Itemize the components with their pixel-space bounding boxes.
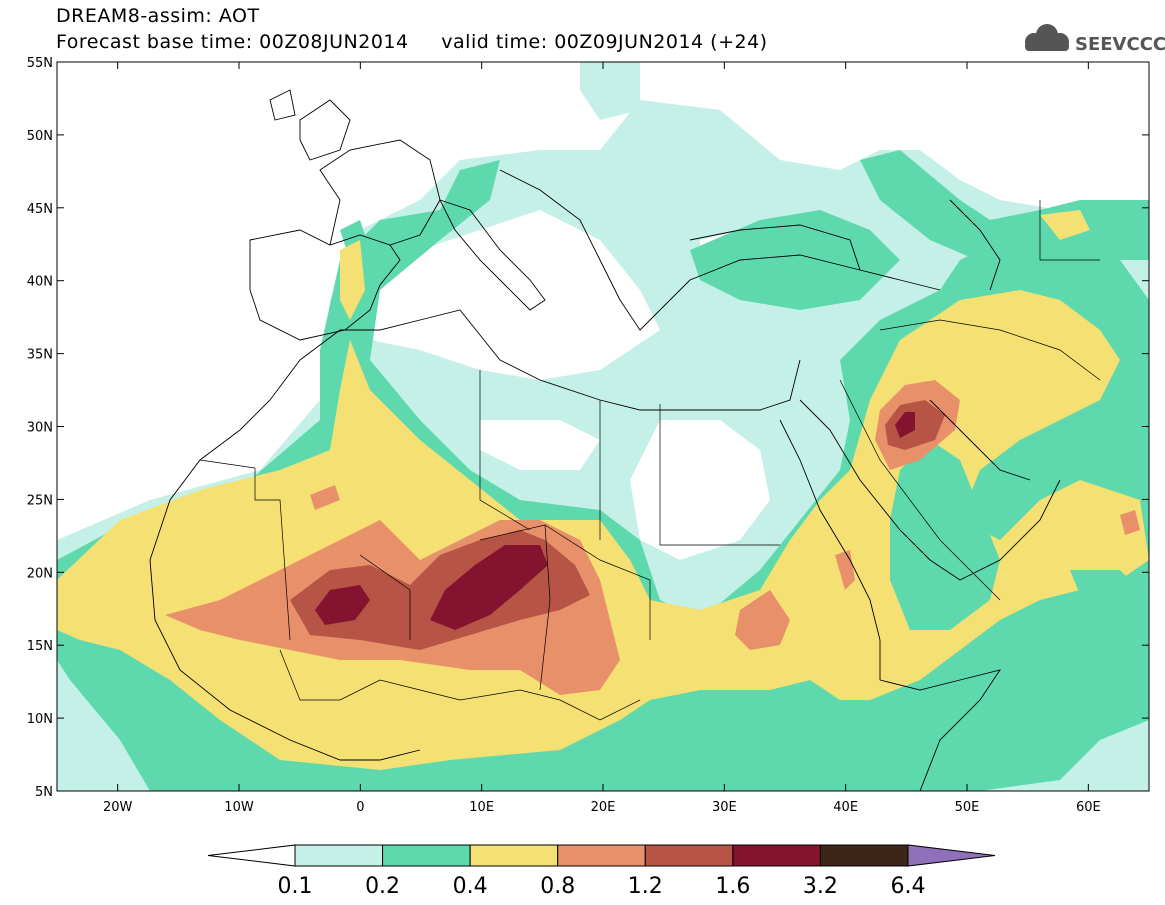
colorbar-swatch: [819, 844, 909, 867]
lon-tick-label: 0: [356, 800, 364, 815]
lon-tick-label: 30E: [712, 800, 737, 815]
colorbar-under-arrow: [207, 844, 296, 867]
colorbar-label: 6.4: [891, 874, 926, 899]
colorbar-label: 1.6: [715, 874, 750, 899]
logo-text: SEEVCCC: [1075, 34, 1165, 55]
latitude-axis: 55N 50N 45N 40N 35N 30N 25N 20N 15N 10N 5N: [27, 56, 1149, 800]
colorbar: 0.1 0.2 0.4 0.8 1.2 1.6 3.2 6.4: [207, 844, 996, 899]
colorbar-swatch: [469, 844, 559, 867]
lat-tick-label: 5N: [35, 785, 53, 800]
lat-tick-label: 55N: [27, 56, 53, 71]
colorbar-label: 0.2: [365, 874, 400, 899]
seevccc-logo: SEEVCCC: [1025, 24, 1165, 55]
aot-field: [57, 62, 1149, 791]
lon-tick-label: 10E: [469, 800, 494, 815]
lon-tick-label: 20E: [591, 800, 616, 815]
lat-tick-label: 40N: [27, 275, 53, 290]
aot-level-1.6: [315, 412, 915, 630]
lat-tick-label: 10N: [27, 712, 53, 727]
colorbar-label: 1.2: [628, 874, 663, 899]
colorbar-swatch: [557, 844, 646, 867]
lon-tick-label: 60E: [1076, 800, 1101, 815]
lon-tick-label: 40E: [833, 800, 858, 815]
lat-tick-label: 35N: [27, 348, 53, 363]
country-borders: [199, 200, 1101, 721]
colorbar-swatch: [294, 844, 384, 867]
lat-tick-label: 25N: [27, 493, 53, 508]
lat-tick-label: 15N: [27, 639, 53, 654]
lon-tick-label: 20W: [103, 800, 133, 815]
lon-tick-label: 50E: [955, 800, 980, 815]
colorbar-swatch: [382, 844, 471, 867]
lat-tick-label: 45N: [27, 202, 53, 217]
coastlines: [149, 89, 1061, 791]
colorbar-swatch: [732, 844, 821, 867]
cloud-icon: [1025, 24, 1069, 51]
colorbar-label: 0.1: [278, 874, 313, 899]
chart-title: DREAM8-assim: AOT: [56, 5, 260, 27]
lat-tick-label: 20N: [27, 566, 53, 581]
colorbar-label: 0.8: [540, 874, 575, 899]
forecast-time-label: Forecast base time: 00Z08JUN2014 valid t…: [56, 31, 768, 53]
aot-level-0.2-interior: [890, 440, 1140, 630]
longitude-axis: 20W 10W 0 10E 20E 30E 40E 50E 60E: [103, 62, 1101, 815]
colorbar-label: 0.4: [453, 874, 488, 899]
lat-tick-label: 50N: [27, 129, 53, 144]
colorbar-label: 3.2: [803, 874, 838, 899]
lat-tick-label: 30N: [27, 421, 53, 436]
lon-tick-label: 10W: [224, 800, 254, 815]
colorbar-over-arrow: [907, 844, 996, 867]
colorbar-swatch: [644, 844, 734, 867]
